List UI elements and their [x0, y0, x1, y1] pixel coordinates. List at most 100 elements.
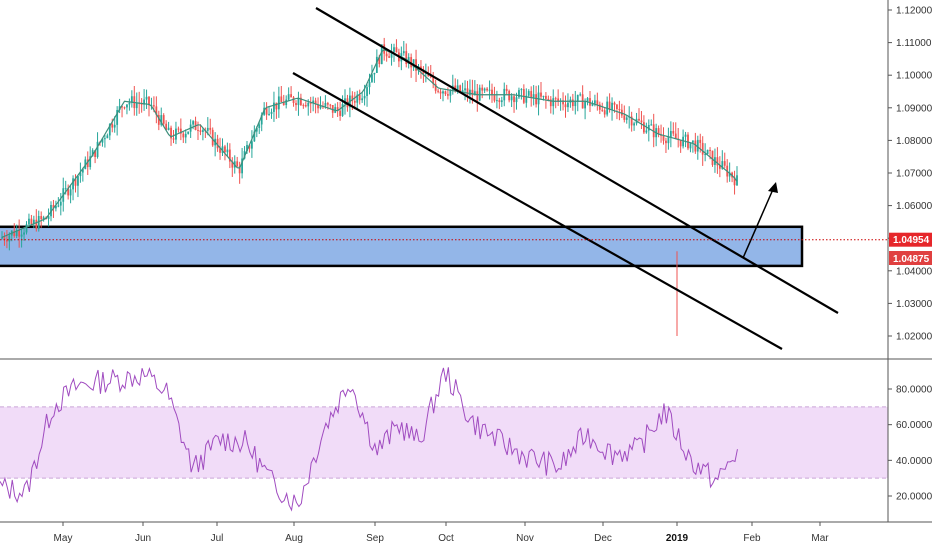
candle-body [669, 131, 672, 138]
candle-body [81, 169, 84, 173]
candle-body [221, 146, 224, 153]
candle-body [385, 53, 388, 57]
candle-body [567, 102, 569, 108]
candle-body [633, 123, 635, 126]
candle-body [324, 103, 327, 107]
price-tick-label: 1.12000 [896, 6, 932, 17]
price-axis[interactable]: 1.12000 1.11000 1.10000 1.09000 1.08000 1.070… [887, 0, 932, 522]
candle-body [380, 44, 383, 65]
candle-body [500, 100, 503, 103]
candle-body [199, 130, 202, 132]
candle-body [672, 131, 675, 134]
candle-body [304, 105, 307, 107]
candle-body [79, 172, 82, 177]
time-tick-label: Aug [285, 533, 303, 544]
candle-body [623, 115, 626, 120]
candle-body [126, 104, 128, 108]
candle-body [72, 178, 74, 190]
price-tick-label: 1.11000 [896, 38, 932, 49]
candle-body [554, 98, 557, 100]
candle-body [290, 94, 292, 98]
candle-body [179, 128, 182, 134]
candle-body [314, 100, 317, 105]
candle-body [108, 124, 111, 136]
candle-body [285, 99, 288, 106]
time-tick-label: Jun [135, 533, 151, 544]
candle-body [89, 156, 92, 168]
candle-body [576, 94, 579, 102]
candle-body [187, 131, 190, 134]
candle-body [608, 101, 611, 110]
candle-body [3, 237, 6, 241]
rsi-panel[interactable] [0, 366, 888, 512]
candle-body [106, 135, 109, 139]
time-tick-label: Jul [211, 533, 224, 544]
rsi-axis[interactable]: 80.0000 60.0000 40.0000 20.0000 [888, 385, 932, 503]
candle-body [116, 110, 119, 125]
candle-body [696, 139, 699, 152]
candle-body [706, 149, 709, 155]
candle-body [128, 102, 131, 105]
candle-body [711, 150, 714, 165]
candle-body [312, 100, 315, 103]
candle-body [226, 149, 229, 153]
candle-body [202, 130, 204, 132]
price-tick-label: 1.08000 [896, 136, 932, 147]
candle-body [28, 218, 30, 225]
candle-body [77, 176, 79, 186]
candle-body [520, 89, 523, 91]
candle-body [366, 87, 368, 96]
candle-body [571, 99, 574, 107]
candle-body [317, 104, 319, 109]
time-axis[interactable]: May Jun Jul Aug Sep Oct Nov Dec 2019 Feb Mar [0, 521, 932, 544]
candle-body [407, 57, 410, 65]
candle-body [309, 102, 312, 104]
candle-body [121, 106, 123, 108]
candle-body [444, 91, 447, 95]
candle-body [461, 90, 464, 93]
candle-body [611, 102, 613, 110]
candles [1, 37, 738, 336]
candle-body [23, 232, 25, 235]
candle-body [375, 56, 378, 73]
candle-body [665, 140, 667, 144]
candle-body [113, 124, 116, 128]
candle-body [410, 57, 413, 68]
prev-price-badge: 1.04875 [889, 251, 932, 265]
candle-body [736, 175, 738, 186]
candle-body [638, 118, 640, 121]
candle-body [368, 81, 371, 88]
candle-body [476, 91, 479, 101]
candle-body [265, 107, 268, 115]
candle-body [478, 87, 481, 101]
candle-body [243, 151, 246, 159]
channel-lower-line [292, 72, 783, 350]
candle-body [238, 166, 241, 174]
candle-body [473, 91, 476, 96]
price-tick-label: 1.04000 [896, 266, 932, 277]
candle-body [356, 94, 359, 103]
candle-body [96, 141, 99, 157]
price-tick-label: 1.03000 [896, 299, 932, 310]
candle-body [552, 98, 555, 107]
candle-body [584, 101, 586, 109]
candle-body [287, 94, 290, 100]
candle-body [8, 235, 11, 242]
candle-body [211, 129, 214, 146]
candle-body [216, 138, 219, 149]
candle-body [486, 88, 488, 91]
candle-body [699, 139, 702, 143]
candle-body [603, 110, 606, 115]
candle-body [15, 230, 18, 237]
candle-body [481, 87, 484, 91]
candle-body [50, 204, 52, 217]
candle-body [172, 138, 175, 140]
candle-body [405, 51, 408, 65]
candle-body [530, 91, 533, 98]
candle-body [300, 97, 302, 106]
candle-body [275, 102, 278, 110]
candle-body [339, 110, 341, 116]
candle-body [363, 95, 366, 99]
candle-body [25, 224, 28, 233]
candle-body [55, 205, 57, 209]
